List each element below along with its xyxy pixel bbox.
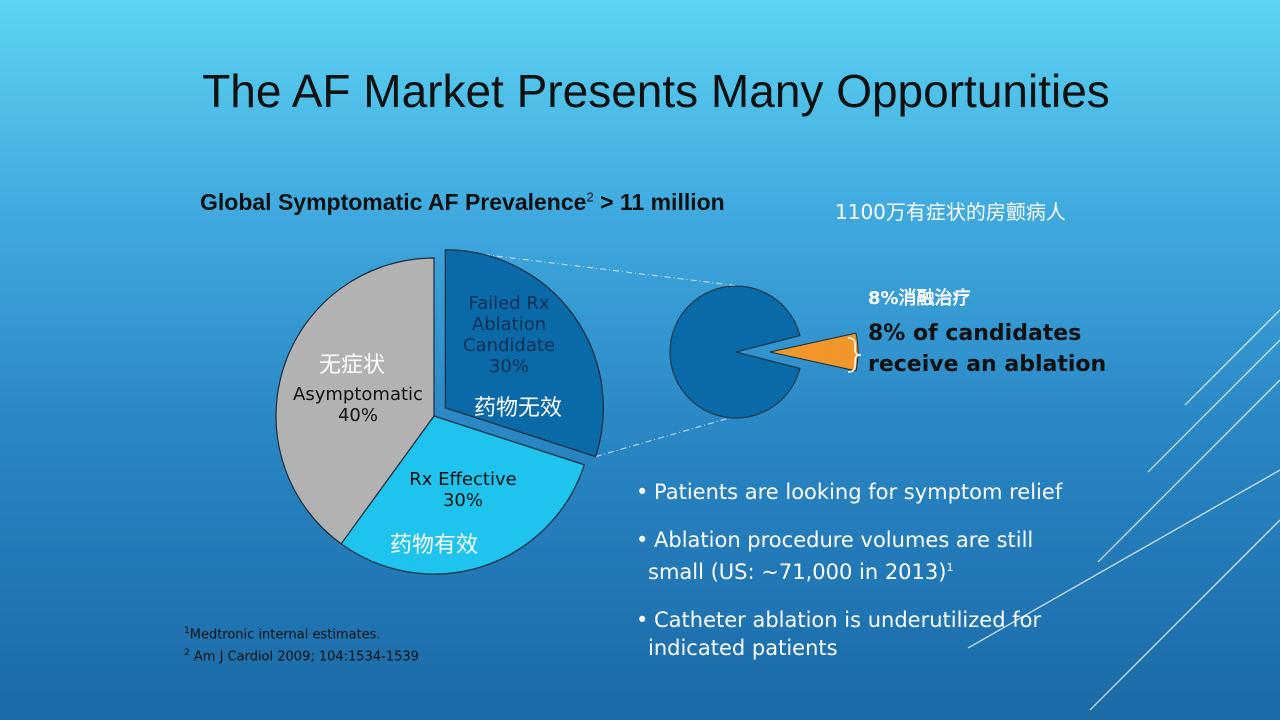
slice-cn-asymptomatic: 无症状 <box>319 353 386 378</box>
slice-label-asymptomatic: Asymptomatic 40% <box>282 384 434 426</box>
footnote-2: 2 Am J Cardiol 2009; 104:1534-1539 <box>184 644 419 666</box>
bullet-text-cont: indicated patients <box>648 636 838 660</box>
chart-subtitle: Global Symptomatic AF Prevalence2 > 11 m… <box>200 189 725 216</box>
footnote-2-text: Am J Cardiol 2009; 104:1534-1539 <box>193 649 419 665</box>
effective-label-text: Rx Effective <box>409 469 517 490</box>
connector-lines <box>445 249 742 458</box>
bullet-list: • Patients are looking for symptom relief… <box>636 478 1116 682</box>
subtitle-chinese: 1100万有症状的房颤病人 <box>835 200 1066 224</box>
bullet-item: • Ablation procedure volumes are still sma… <box>636 526 1116 586</box>
main-pie <box>275 249 604 575</box>
brace-icon <box>847 337 862 373</box>
bullet-text: Ablation procedure volumes are still <box>654 528 1034 552</box>
subtitle-sup: 2 <box>586 189 594 205</box>
bullet-item: • Catheter ablation is underutilized for i… <box>636 606 1116 662</box>
deco-line <box>967 469 1280 649</box>
failed-value: 30% <box>488 356 529 377</box>
deco-line <box>1089 519 1280 711</box>
slide-title: The AF Market Presents Many Opportunitie… <box>202 65 1110 117</box>
deco-line <box>1184 309 1280 406</box>
deco-line <box>1147 339 1280 473</box>
slice-rx-effective <box>340 415 586 575</box>
slice-cn-effective: 药物有效 <box>390 533 479 558</box>
subtitle-tail: > 11 million <box>593 189 725 215</box>
bullet-item: • Patients are looking for symptom relief <box>636 478 1116 506</box>
footnotes: 1Medtronic internal estimates. 2 Am J Ca… <box>184 622 419 667</box>
ablation-pie-slice <box>769 332 859 372</box>
slice-label-failed: Failed Rx Ablation Candidate 30% <box>445 293 573 377</box>
asymptomatic-label-text: Asymptomatic <box>293 384 423 405</box>
bullet-dot: • <box>636 528 649 552</box>
subtitle-text: Global Symptomatic AF Prevalence <box>200 189 587 215</box>
effective-value: 30% <box>442 490 483 511</box>
slice-cn-failed: 药物无效 <box>474 396 563 421</box>
ablation-note: 8% of candidates receive an ablation <box>868 318 1148 380</box>
bullet-sup: 1 <box>946 561 954 574</box>
connector-bottom <box>595 417 731 458</box>
bullet-text: Patients are looking for symptom relief <box>654 480 1063 504</box>
bullet-dot: • <box>636 480 649 504</box>
bullet-text: Catheter ablation is underutilized for <box>654 608 1042 632</box>
footnote-1-text: Medtronic internal estimates. <box>189 627 381 643</box>
slice-label-effective: Rx Effective 30% <box>398 469 528 511</box>
ablation-line-2: receive an ablation <box>868 352 1107 377</box>
ablation-pie <box>669 285 859 419</box>
slice-asymptomatic <box>275 257 435 545</box>
slice-failed-rx <box>444 249 604 458</box>
bullet-text-cont: small (US: ~71,000 in 2013) <box>648 560 947 584</box>
decorative-lines <box>967 309 1280 711</box>
deco-line <box>1097 379 1280 563</box>
failed-label-text: Failed Rx Ablation Candidate <box>462 293 556 356</box>
footnote-2-sup: 2 <box>184 648 190 659</box>
ablation-pie-rest <box>669 285 801 419</box>
footnote-1-sup: 1 <box>184 626 190 636</box>
footnote-1: 1Medtronic internal estimates. <box>184 622 419 644</box>
ablation-line-1: 8% of candidates <box>868 321 1082 346</box>
ablation-chinese: 8%消融治疗 <box>868 288 971 309</box>
asymptomatic-value: 40% <box>337 405 378 426</box>
connector-top <box>445 249 742 287</box>
bullet-dot: • <box>636 608 649 632</box>
